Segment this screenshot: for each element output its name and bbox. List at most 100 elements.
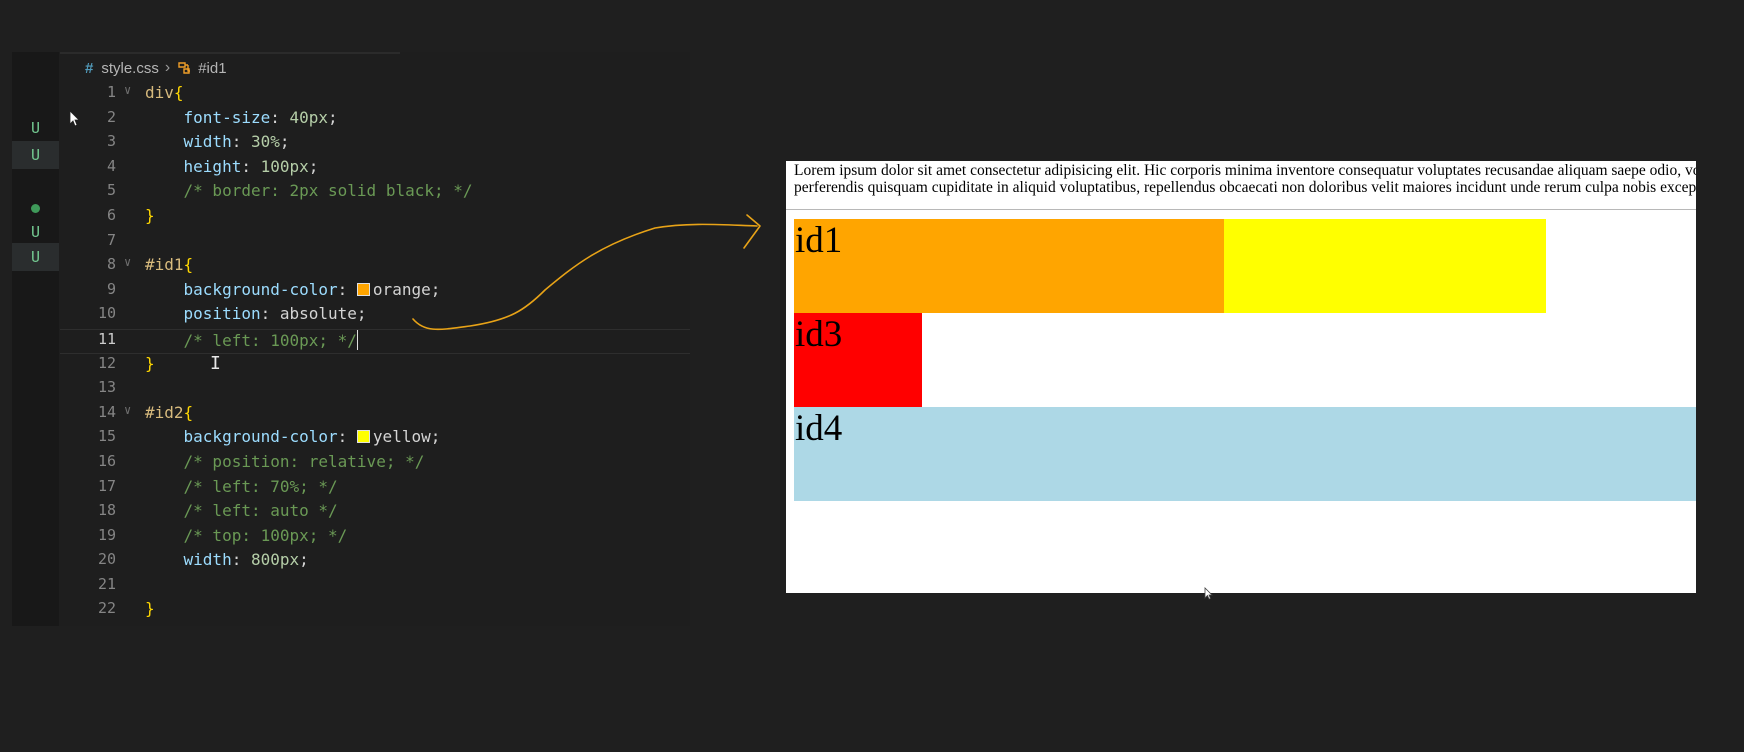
code-line[interactable]: 22}: [60, 599, 690, 624]
token-prop: width: [183, 550, 232, 570]
token-sel: #id1: [145, 255, 184, 275]
horizontal-rule: [786, 209, 1696, 210]
breadcrumb-symbol[interactable]: #id1: [198, 59, 227, 77]
code-line[interactable]: 8 ∨ #id1{: [60, 255, 690, 280]
code-text: font-size: 40px;: [145, 108, 338, 127]
code-text: height: 100px;: [145, 156, 319, 176]
scm-untracked-marker[interactable]: U: [30, 223, 41, 241]
token-brace: {: [183, 255, 194, 275]
code-line[interactable]: 11 /* left: 100px; */: [60, 328, 690, 354]
fold-chevron-icon[interactable]: ∨: [124, 83, 132, 97]
token-com: /* left: 100px; */: [183, 330, 357, 350]
code-line[interactable]: 15 background-color: yellow;: [60, 427, 690, 452]
chevron-right-icon: ›: [164, 59, 171, 76]
indent: [145, 526, 184, 545]
line-number: 2: [106, 107, 116, 126]
line-number: 4: [106, 156, 116, 175]
code-text: }: [145, 206, 155, 225]
code-line[interactable]: 7: [60, 231, 690, 256]
scm-untracked-marker[interactable]: U: [12, 141, 59, 169]
code-line[interactable]: 9 background-color: orange;: [60, 280, 690, 305]
token-brace: {: [173, 83, 184, 102]
breadcrumb-file[interactable]: style.css: [101, 59, 159, 77]
token-pun: ;: [299, 550, 309, 570]
token-pun: :: [260, 304, 280, 324]
code-line[interactable]: 20 width: 800px;: [60, 550, 690, 575]
code-line[interactable]: 14 ∨ #id2{: [60, 403, 690, 428]
code-text: #id1{: [145, 255, 193, 274]
code-line[interactable]: 19 /* top: 100px; */: [60, 526, 690, 551]
color-swatch-icon[interactable]: [356, 282, 370, 296]
token-com: /* position: relative; */: [183, 451, 425, 471]
line-number: 13: [97, 378, 116, 397]
code-editor[interactable]: U U U U # style.css › #id1 1 ∨ div{2 font-…: [12, 52, 690, 626]
code-line[interactable]: 5 /* border: 2px solid black; */: [60, 181, 690, 206]
fold-chevron-icon[interactable]: ∨: [124, 255, 132, 270]
token-prop: position: [183, 304, 261, 324]
indent: [145, 427, 184, 446]
token-pun: :: [337, 279, 357, 299]
color-swatch-icon[interactable]: [356, 430, 370, 444]
token-prop: width: [183, 132, 232, 152]
id4-box: id4: [794, 407, 1696, 501]
lorem-line: perferendis quisquam cupiditate in aliqu…: [794, 179, 1696, 196]
code-line[interactable]: 12}: [60, 354, 690, 379]
fold-chevron-icon[interactable]: ∨: [124, 402, 132, 417]
code-text: /* top: 100px; */: [145, 526, 348, 545]
token-num: 40px: [289, 107, 329, 127]
line-number: 11: [97, 329, 116, 348]
code-text: width: 30%;: [145, 132, 290, 151]
line-number: 20: [97, 550, 116, 569]
line-number: 1: [106, 83, 116, 101]
code-line[interactable]: 17 /* left: 70%; */: [60, 477, 690, 502]
tab-strip-edge: [60, 52, 400, 54]
code-text: div{: [145, 83, 184, 102]
token-sel: div: [145, 83, 174, 102]
indent: [145, 181, 184, 200]
token-pun: :: [231, 550, 251, 570]
line-number: 10: [97, 304, 116, 323]
line-number: 17: [97, 476, 116, 495]
scm-dot-marker: [12, 194, 59, 222]
code-text: background-color: orange;: [145, 279, 441, 299]
token-val: absolute: [279, 304, 357, 324]
code-line[interactable]: 4 height: 100px;: [60, 157, 690, 182]
code-line[interactable]: 16 /* position: relative; */: [60, 452, 690, 477]
scm-untracked-marker[interactable]: U: [12, 243, 59, 271]
line-number: 18: [97, 501, 116, 520]
indent: [145, 477, 184, 496]
line-number: 19: [97, 525, 116, 544]
code-line[interactable]: 10 position: absolute;: [60, 304, 690, 329]
token-com: /* border: 2px solid black; */: [183, 181, 473, 201]
indent: [145, 108, 184, 127]
code-line[interactable]: 6}: [60, 206, 690, 231]
code-line[interactable]: 2 font-size: 40px;: [60, 108, 690, 133]
line-number: 16: [97, 451, 116, 470]
code-lines[interactable]: 1 ∨ div{2 font-size: 40px; 3 width: 30%; 4 h…: [60, 83, 690, 624]
code-line[interactable]: 13: [60, 378, 690, 403]
code-line[interactable]: 3 width: 30%;: [60, 132, 690, 157]
line-number: 6: [106, 205, 116, 224]
token-prop: height: [183, 156, 242, 176]
line-number: 21: [97, 574, 116, 593]
code-line[interactable]: 1 ∨ div{: [60, 83, 690, 108]
code-text: width: 800px;: [145, 550, 309, 569]
line-number: 22: [97, 599, 116, 618]
code-line[interactable]: 18 /* left: auto */: [60, 501, 690, 526]
symbol-class-icon: [178, 62, 191, 74]
code-line[interactable]: 21: [60, 575, 690, 600]
browser-preview[interactable]: Lorem ipsum dolor sit amet consectetur a…: [786, 161, 1696, 593]
line-number: 7: [106, 230, 116, 249]
indent: [145, 331, 184, 350]
code-text: /* left: 70%; */: [145, 477, 338, 496]
token-val: orange: [372, 279, 431, 299]
token-sel: #id2: [145, 402, 184, 422]
modified-dot-icon: [31, 203, 40, 213]
code-text: /* border: 2px solid black; */: [145, 181, 473, 200]
scm-untracked-marker[interactable]: U: [30, 119, 41, 137]
text-caret: [356, 329, 358, 350]
token-com: /* left: auto */: [183, 501, 338, 521]
line-number: 12: [97, 353, 116, 372]
line-number: 14: [97, 402, 116, 421]
code-text: }: [145, 354, 155, 373]
